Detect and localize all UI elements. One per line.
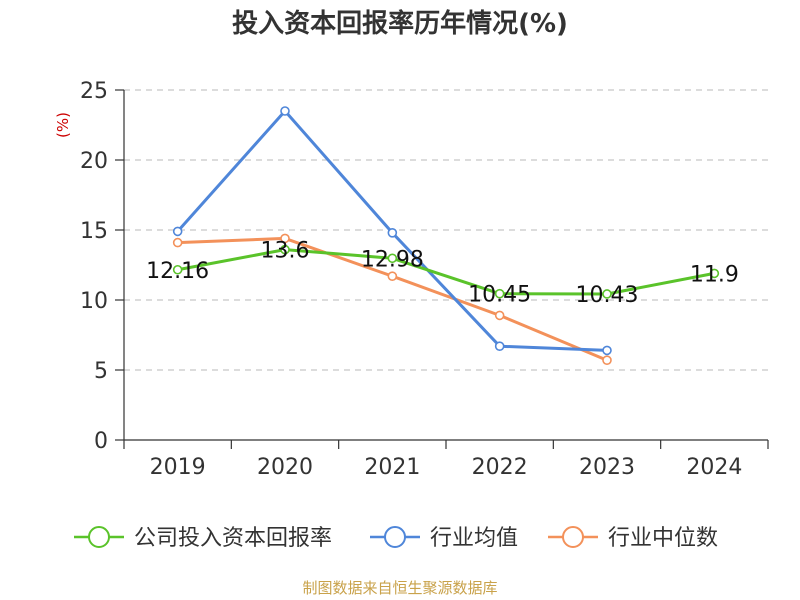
- data-point-company: [494, 288, 505, 299]
- data-point-industry_median: [494, 310, 505, 321]
- data-point-industry_avg: [280, 106, 290, 116]
- legend-label: 行业中位数: [608, 526, 718, 551]
- data-point-industry_median: [387, 271, 398, 282]
- data-point-industry_avg: [494, 341, 505, 352]
- series-lines: [172, 106, 720, 366]
- y-axis-unit-label: (%): [54, 112, 72, 138]
- x-tick-label: 2021: [364, 455, 420, 480]
- axes: 0 5 10 15 20 25 2019 2020 2021 2022 2023 2024: [80, 79, 769, 480]
- data-label: 13.6: [261, 239, 310, 264]
- data-label: 10.45: [468, 283, 531, 308]
- x-tick-label: 2024: [686, 455, 742, 480]
- data-labels: 12.16 13.6 12.98 10.45 10.43 11.9: [146, 239, 739, 308]
- data-point-industry_avg: [602, 345, 612, 356]
- series-line-company: [177, 248, 715, 296]
- data-point-company: [602, 289, 612, 299]
- y-tick-label: 20: [80, 149, 108, 174]
- y-tick-label: 0: [94, 429, 108, 454]
- data-label: 12.16: [146, 259, 209, 284]
- legend: 公司投入资本回报率 行业均值 行业中位数: [74, 526, 718, 551]
- data-point-industry_median: [602, 355, 612, 366]
- y-tick-label: 15: [80, 219, 108, 244]
- x-tick-label: 2019: [150, 455, 206, 480]
- data-label: 11.9: [690, 262, 739, 287]
- legend-swatch-marker: [562, 526, 584, 548]
- data-point-company: [172, 264, 183, 275]
- data-point-company: [280, 244, 290, 255]
- y-tick-label: 5: [94, 359, 108, 384]
- grid-lines: [124, 89, 768, 371]
- legend-swatch-marker: [384, 526, 406, 548]
- x-tick-label: 2022: [472, 455, 528, 480]
- data-point-industry_median: [280, 233, 290, 244]
- data-label: 12.98: [361, 247, 424, 272]
- data-point-industry_avg: [387, 228, 398, 238]
- x-tick-label: 2023: [579, 455, 635, 480]
- y-tick-label: 25: [80, 79, 108, 104]
- data-point-company: [387, 253, 398, 264]
- source-note: 制图数据来自恒生聚源数据库: [302, 579, 497, 597]
- chart-title: 投入资本回报率历年情况(%): [232, 8, 568, 39]
- data-point-company: [709, 268, 720, 279]
- legend-label: 行业均值: [430, 526, 518, 551]
- data-point-industry_avg: [172, 226, 183, 237]
- data-label: 10.43: [576, 283, 639, 308]
- legend-swatch-marker: [88, 526, 110, 548]
- x-tick-label: 2020: [257, 455, 313, 480]
- y-tick-label: 10: [80, 289, 108, 314]
- data-point-industry_median: [172, 237, 183, 248]
- legend-label: 公司投入资本回报率: [134, 526, 332, 551]
